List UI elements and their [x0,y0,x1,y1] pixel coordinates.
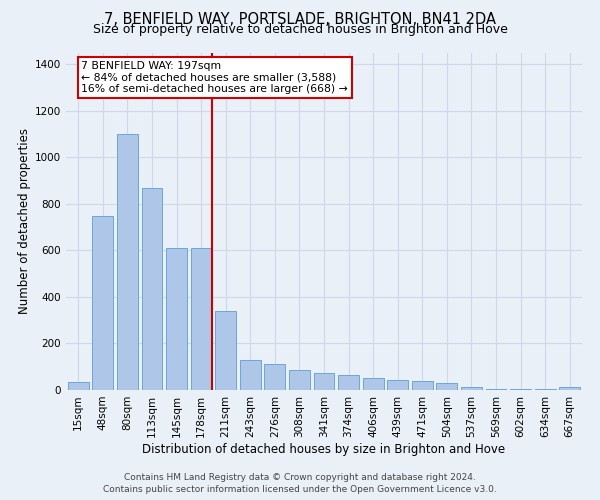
Bar [461,386,482,390]
Bar [240,360,261,390]
Bar [265,364,286,390]
Bar [436,382,457,390]
Text: Contains HM Land Registry data © Crown copyright and database right 2024.
Contai: Contains HM Land Registry data © Crown c… [103,472,497,494]
Bar [535,389,556,390]
Bar [142,188,163,390]
Bar [191,248,212,390]
Text: Size of property relative to detached houses in Brighton and Hove: Size of property relative to detached ho… [92,22,508,36]
Bar [215,311,236,390]
Bar [510,389,531,390]
Bar [338,375,359,390]
Bar [412,381,433,390]
Bar [362,378,383,390]
Bar [289,370,310,390]
Bar [92,216,113,390]
Bar [387,380,408,390]
Bar [485,388,506,390]
X-axis label: Distribution of detached houses by size in Brighton and Hove: Distribution of detached houses by size … [142,442,506,456]
Y-axis label: Number of detached properties: Number of detached properties [18,128,31,314]
Text: 7 BENFIELD WAY: 197sqm
← 84% of detached houses are smaller (3,588)
16% of semi-: 7 BENFIELD WAY: 197sqm ← 84% of detached… [82,61,348,94]
Bar [117,134,138,390]
Text: 7, BENFIELD WAY, PORTSLADE, BRIGHTON, BN41 2DA: 7, BENFIELD WAY, PORTSLADE, BRIGHTON, BN… [104,12,496,28]
Bar [559,386,580,390]
Bar [314,372,334,390]
Bar [166,248,187,390]
Bar [68,382,89,390]
